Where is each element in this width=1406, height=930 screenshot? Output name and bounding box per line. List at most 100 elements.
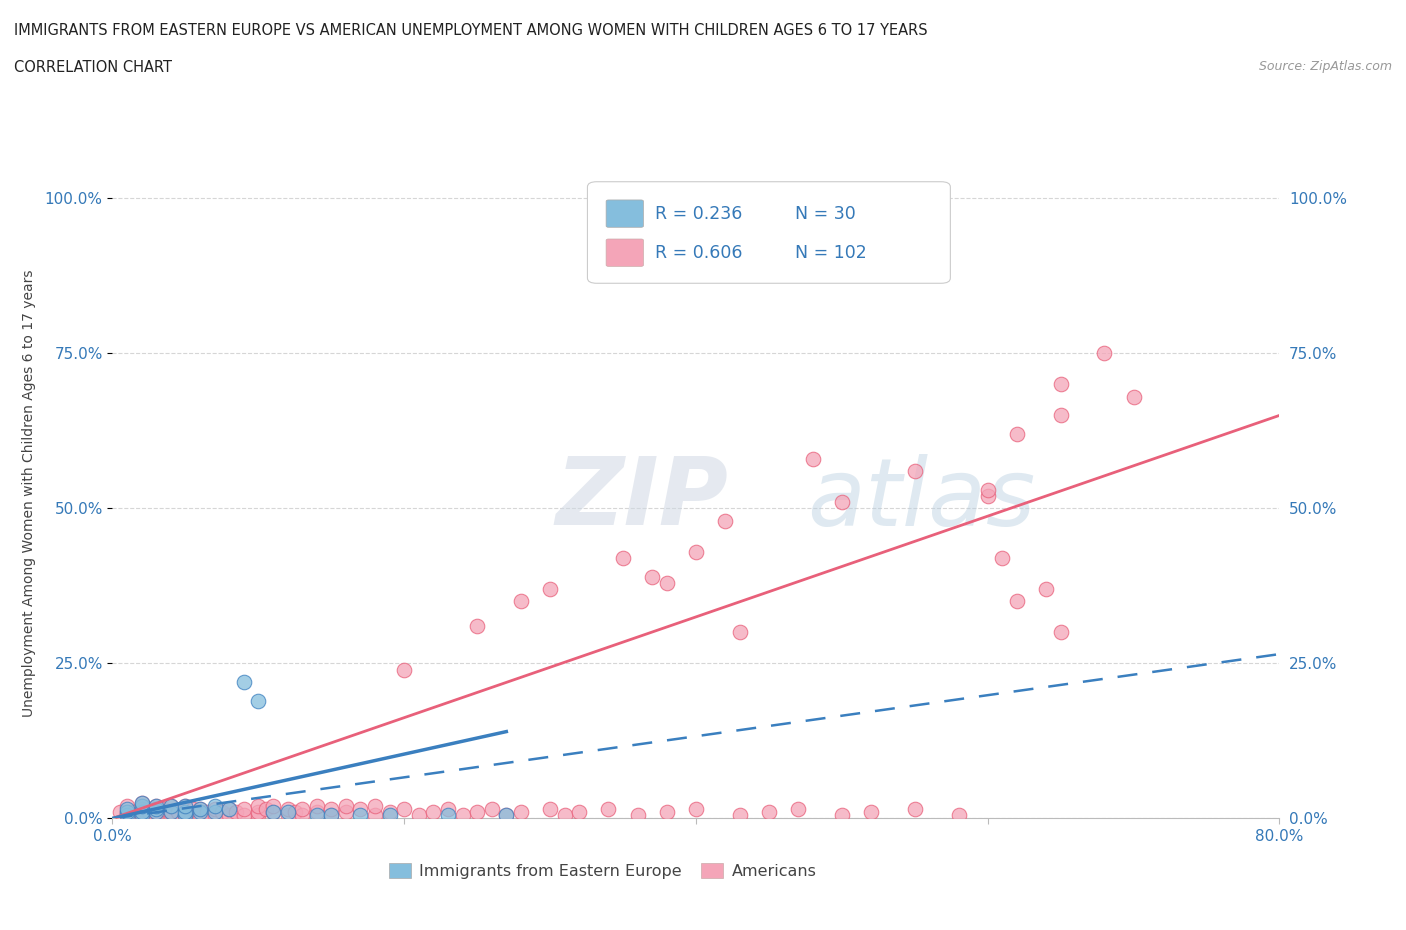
Point [232,674,254,689]
Point [364,808,387,823]
Point [321,808,343,823]
Point [1005,427,1028,442]
Point [247,799,270,814]
Point [904,222,927,237]
Point [131,799,153,814]
Point [976,488,998,503]
Point [174,808,197,823]
Point [131,795,153,810]
Point [204,804,226,819]
Point [188,802,211,817]
Text: R = 0.236: R = 0.236 [655,205,742,222]
Point [131,795,153,810]
Point [1035,581,1057,596]
Point [138,804,160,819]
Point [612,551,634,565]
Point [247,808,270,823]
Point [1122,390,1144,405]
Point [232,802,254,817]
Point [495,808,517,823]
Point [188,802,211,817]
Point [422,804,444,819]
Text: R = 0.606: R = 0.606 [655,244,742,261]
Point [108,804,131,819]
Point [976,483,998,498]
Text: IMMIGRANTS FROM EASTERN EUROPE VS AMERICAN UNEMPLOYMENT AMONG WOMEN WITH CHILDRE: IMMIGRANTS FROM EASTERN EUROPE VS AMERIC… [14,23,928,38]
Point [655,804,678,819]
Point [509,804,531,819]
Point [394,662,416,677]
Text: atlas: atlas [807,454,1035,545]
Point [232,808,254,823]
Point [831,191,853,206]
Point [685,802,707,817]
Point [364,799,387,814]
Point [174,799,197,814]
Point [218,802,240,817]
Point [394,802,416,817]
Point [1005,594,1028,609]
Point [904,464,927,479]
Point [152,802,174,817]
Text: N = 102: N = 102 [796,244,868,261]
Point [451,808,474,823]
FancyBboxPatch shape [588,181,950,284]
Point [627,808,650,823]
Point [167,804,190,819]
Point [1049,408,1071,423]
Point [145,799,167,814]
Point [335,804,357,819]
Point [188,804,211,819]
Point [115,808,138,823]
Point [831,495,853,510]
Point [276,804,298,819]
Point [1049,625,1071,640]
Point [481,802,503,817]
Point [174,804,197,819]
Point [115,808,138,823]
Text: ZIP: ZIP [555,454,728,545]
Point [685,544,707,559]
Point [145,804,167,819]
Point [181,802,204,817]
Point [211,804,233,819]
Point [349,808,371,823]
Point [262,804,284,819]
Point [188,808,211,823]
Point [160,799,183,814]
Point [160,804,183,819]
Point [991,551,1014,565]
Point [437,808,460,823]
Point [291,802,314,817]
Text: CORRELATION CHART: CORRELATION CHART [14,60,172,75]
Point [218,802,240,817]
Point [204,799,226,814]
Point [465,618,488,633]
Point [655,576,678,591]
Point [437,802,460,817]
Point [131,808,153,823]
Point [831,808,853,823]
Point [160,808,183,823]
Point [204,808,226,823]
Point [568,804,591,819]
Point [787,802,810,817]
Point [145,804,167,819]
Point [1094,346,1116,361]
Point [305,799,328,814]
Point [124,804,146,819]
Point [378,804,401,819]
Point [378,808,401,823]
Point [131,804,153,819]
Point [115,802,138,817]
Point [305,804,328,819]
Point [160,804,183,819]
Point [538,802,561,817]
Point [598,802,620,817]
Point [218,808,240,823]
Point [174,799,197,814]
Point [276,802,298,817]
Point [554,808,576,823]
Point [160,799,183,814]
Point [728,625,751,640]
